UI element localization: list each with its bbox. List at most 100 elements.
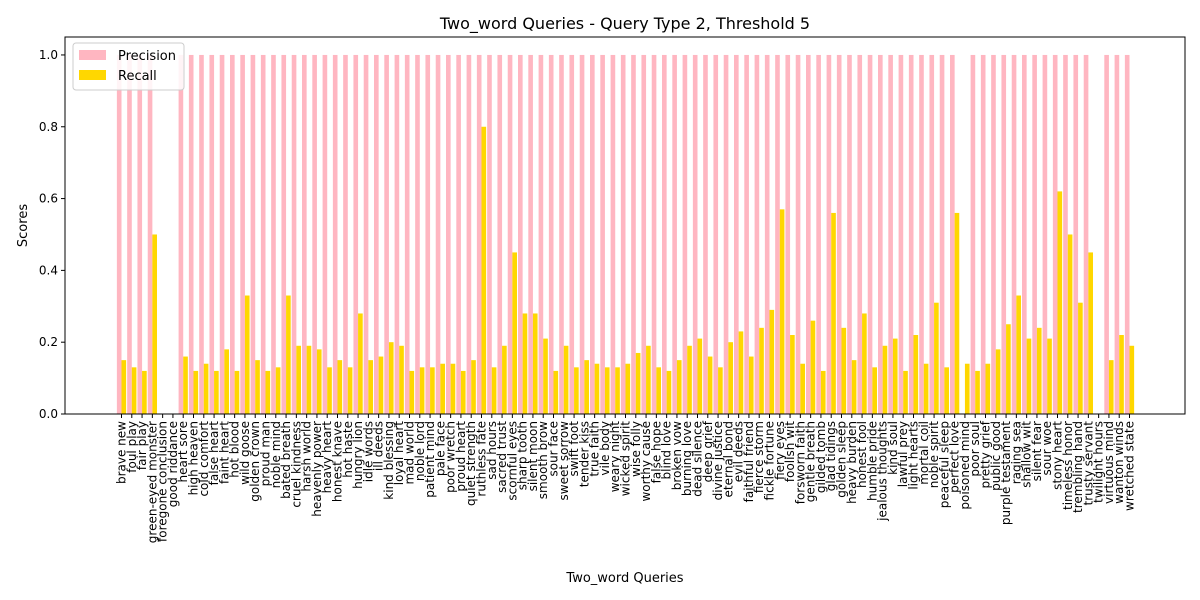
x-tick-label: green-eyed monster xyxy=(145,421,159,543)
recall-bar xyxy=(419,367,425,414)
x-tick-label: foregone conclusion xyxy=(156,421,170,542)
x-tick-label: worthy cause xyxy=(639,421,653,502)
x-tick-label: perfect love xyxy=(948,421,962,493)
x-tick-label: jealous thoughts xyxy=(876,421,890,522)
x-tick-label: deep grief xyxy=(701,420,715,482)
recall-bar xyxy=(800,363,805,414)
y-tick-label: 1.0 xyxy=(39,48,58,62)
precision-bar xyxy=(898,54,904,414)
precision-bar xyxy=(867,54,873,414)
recall-bar xyxy=(1036,327,1042,414)
precision-bar xyxy=(744,54,749,414)
precision-bar xyxy=(600,54,605,414)
recall-bar xyxy=(604,367,610,414)
recall-bar xyxy=(347,367,353,414)
recall-bar xyxy=(666,370,672,414)
x-tick-label: sour woe xyxy=(1040,421,1054,476)
legend: Precision Recall xyxy=(72,42,185,91)
x-tick-label: false hope xyxy=(649,421,663,483)
precision-bar xyxy=(1124,54,1130,414)
x-tick-label: wild goose xyxy=(238,421,252,485)
recall-bar xyxy=(460,370,466,414)
precision-bar xyxy=(260,54,266,414)
recall-bar xyxy=(934,302,939,414)
precision-bar xyxy=(610,54,616,414)
recall-bar xyxy=(810,320,816,414)
precision-bar xyxy=(476,54,482,414)
recall-bar xyxy=(892,338,898,414)
precision-bar xyxy=(302,54,307,414)
precision-bar xyxy=(878,54,883,414)
recall-bar xyxy=(1078,302,1083,414)
recall-bar xyxy=(286,295,291,414)
precision-bar xyxy=(322,54,328,414)
recall-bar xyxy=(296,345,301,414)
precision-bar xyxy=(795,54,801,414)
precision-bar xyxy=(240,54,245,414)
precision-bar xyxy=(785,54,791,414)
recall-bar xyxy=(193,370,199,414)
x-tick-label: timeless honor xyxy=(1061,421,1075,510)
recall-bar xyxy=(316,349,322,414)
precision-bar xyxy=(199,54,204,414)
recall-bar xyxy=(491,367,497,414)
x-tick-label: noble mind xyxy=(269,421,283,488)
precision-bar xyxy=(1032,54,1037,414)
x-tick-label: pretty grief xyxy=(979,420,993,488)
recall-bar xyxy=(131,367,137,414)
precision-bar xyxy=(559,54,564,414)
x-tick-label: sour face xyxy=(547,421,561,477)
recall-bar xyxy=(851,360,857,414)
x-tick-label: heavenly power xyxy=(310,421,324,517)
precision-bar xyxy=(1052,54,1058,414)
precision-bar xyxy=(116,54,122,414)
recall-bar xyxy=(707,356,713,414)
recall-bar xyxy=(224,349,229,414)
precision-bar xyxy=(847,54,852,414)
x-tick-label: public good xyxy=(989,421,1003,491)
legend-swatch xyxy=(79,70,106,80)
recall-bar xyxy=(964,363,970,414)
x-tick-label: virtuous mind xyxy=(1102,421,1116,504)
recall-bar xyxy=(615,367,620,414)
precision-bar xyxy=(456,54,461,414)
x-tick-label: poisoned mind xyxy=(958,421,972,510)
recall-bar xyxy=(502,345,507,414)
x-tick-label: sacred trust xyxy=(495,421,509,493)
precision-bar xyxy=(435,54,441,414)
recall-bar xyxy=(903,370,908,414)
precision-bar xyxy=(271,54,276,414)
precision-bar xyxy=(816,54,821,414)
y-tick-label: 0.4 xyxy=(39,263,58,277)
recall-bar xyxy=(1006,324,1011,414)
recall-bar xyxy=(1057,191,1063,414)
recall-bar xyxy=(995,349,1001,414)
x-tick-label: mortal coil xyxy=(917,421,931,485)
precision-bar xyxy=(754,54,760,414)
recall-bar xyxy=(923,363,929,414)
recall-bar xyxy=(481,126,487,414)
recall-bar xyxy=(306,345,312,414)
precision-bar xyxy=(590,54,595,414)
x-tick-label: idle words xyxy=(361,421,375,482)
recall-bar xyxy=(944,367,949,414)
recall-bar xyxy=(183,356,188,414)
legend-label: Precision xyxy=(118,49,176,64)
x-tick-label: proud heart xyxy=(454,421,468,492)
x-tick-label: fierce storm xyxy=(752,421,766,493)
recall-bar xyxy=(656,367,661,414)
x-tick-label: golden sleep xyxy=(835,421,849,498)
precision-bar xyxy=(692,54,698,414)
x-tick-label: fiery eyes xyxy=(773,421,787,480)
x-tick-label: hot haste xyxy=(341,421,355,478)
x-tick-label: noble spirit xyxy=(927,421,941,489)
recall-bar xyxy=(790,335,795,414)
precision-bar xyxy=(723,54,729,414)
precision-bar xyxy=(620,54,626,414)
recall-bar xyxy=(532,313,538,414)
x-tick-label: lawful prey xyxy=(896,421,910,487)
x-tick-label: swift foot xyxy=(567,421,581,477)
x-tick-label: silent fear xyxy=(1030,421,1044,481)
recall-bar xyxy=(975,370,980,414)
